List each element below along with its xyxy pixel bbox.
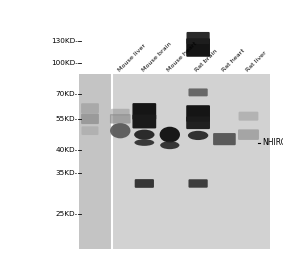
FancyBboxPatch shape [186, 32, 210, 44]
Text: Mouse liver: Mouse liver [117, 43, 147, 73]
Ellipse shape [160, 127, 180, 143]
FancyBboxPatch shape [81, 103, 99, 113]
Text: 55KD-: 55KD- [55, 116, 78, 122]
Bar [79, 74, 270, 249]
FancyBboxPatch shape [132, 103, 156, 120]
Text: 25KD-: 25KD- [55, 211, 78, 217]
FancyBboxPatch shape [188, 88, 208, 96]
FancyBboxPatch shape [186, 105, 210, 122]
Text: 100KD-: 100KD- [51, 60, 78, 66]
Text: Rat liver: Rat liver [245, 50, 267, 73]
Ellipse shape [188, 131, 208, 140]
FancyBboxPatch shape [186, 38, 210, 57]
Ellipse shape [134, 139, 154, 146]
FancyBboxPatch shape [111, 109, 130, 116]
Bar [79, 74, 112, 249]
Text: Rat brain: Rat brain [195, 48, 219, 73]
Text: 130KD-: 130KD- [51, 38, 78, 44]
FancyBboxPatch shape [81, 114, 99, 124]
FancyBboxPatch shape [186, 116, 210, 129]
FancyBboxPatch shape [132, 114, 156, 128]
Text: NHIRC1: NHIRC1 [262, 138, 283, 147]
Ellipse shape [134, 130, 155, 140]
Text: 70KD-: 70KD- [55, 91, 78, 97]
FancyBboxPatch shape [82, 126, 98, 135]
Text: Rat heart: Rat heart [221, 48, 246, 73]
Ellipse shape [110, 123, 130, 138]
FancyBboxPatch shape [238, 129, 259, 140]
Text: Mouse heart: Mouse heart [166, 41, 198, 73]
Text: 35KD-: 35KD- [55, 170, 78, 176]
Text: Mouse brain: Mouse brain [141, 41, 172, 73]
Ellipse shape [160, 141, 179, 149]
FancyBboxPatch shape [135, 179, 154, 188]
FancyBboxPatch shape [110, 114, 131, 124]
FancyBboxPatch shape [188, 179, 208, 188]
FancyBboxPatch shape [213, 133, 236, 145]
FancyBboxPatch shape [239, 112, 258, 121]
Text: 40KD-: 40KD- [55, 148, 78, 153]
